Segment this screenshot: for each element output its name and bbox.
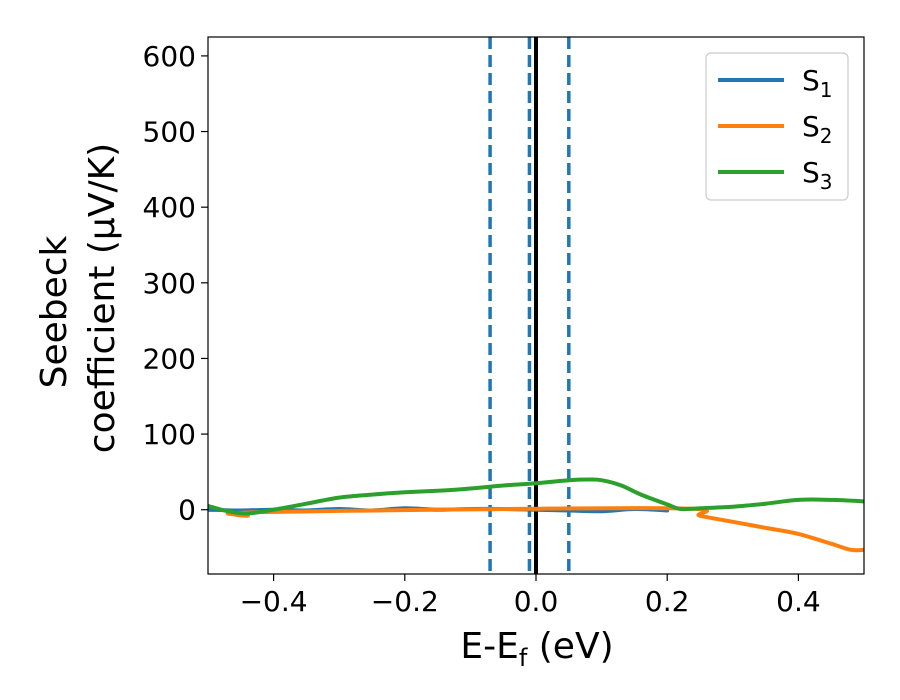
y-tick-label: 400 <box>143 191 196 224</box>
y-tick-label: 600 <box>143 40 196 73</box>
y-axis-label-line2: coefficient (μV/K) <box>82 143 123 453</box>
y-tick-label: 500 <box>143 116 196 149</box>
y-tick-label: 100 <box>143 418 196 451</box>
y-tick-label: 200 <box>143 342 196 375</box>
x-axis-ticks: −0.4 −0.2 0.0 0.2 0.4 <box>240 574 821 618</box>
y-axis-ticks: 0 100 200 300 400 500 600 <box>143 40 208 527</box>
series-lines <box>208 477 864 553</box>
y-tick-label: 300 <box>143 267 196 300</box>
legend-label-s3: S3 <box>802 156 833 194</box>
y-axis-label-line1: Seebeck <box>34 235 75 388</box>
legend-label-s2: S2 <box>802 110 833 148</box>
x-axis-label: E-Ef (eV) <box>460 626 613 672</box>
x-tick-label: 0.2 <box>645 585 690 618</box>
y-tick-label: 0 <box>178 494 196 527</box>
legend-label-s1: S1 <box>802 64 833 102</box>
x-tick-label: −0.4 <box>240 585 308 618</box>
x-tick-label: −0.2 <box>371 585 439 618</box>
legend: S1 S2 S3 <box>705 52 849 201</box>
series-line-s3 <box>208 477 864 516</box>
x-tick-label: 0.4 <box>776 585 821 618</box>
x-tick-label: 0.0 <box>514 585 559 618</box>
